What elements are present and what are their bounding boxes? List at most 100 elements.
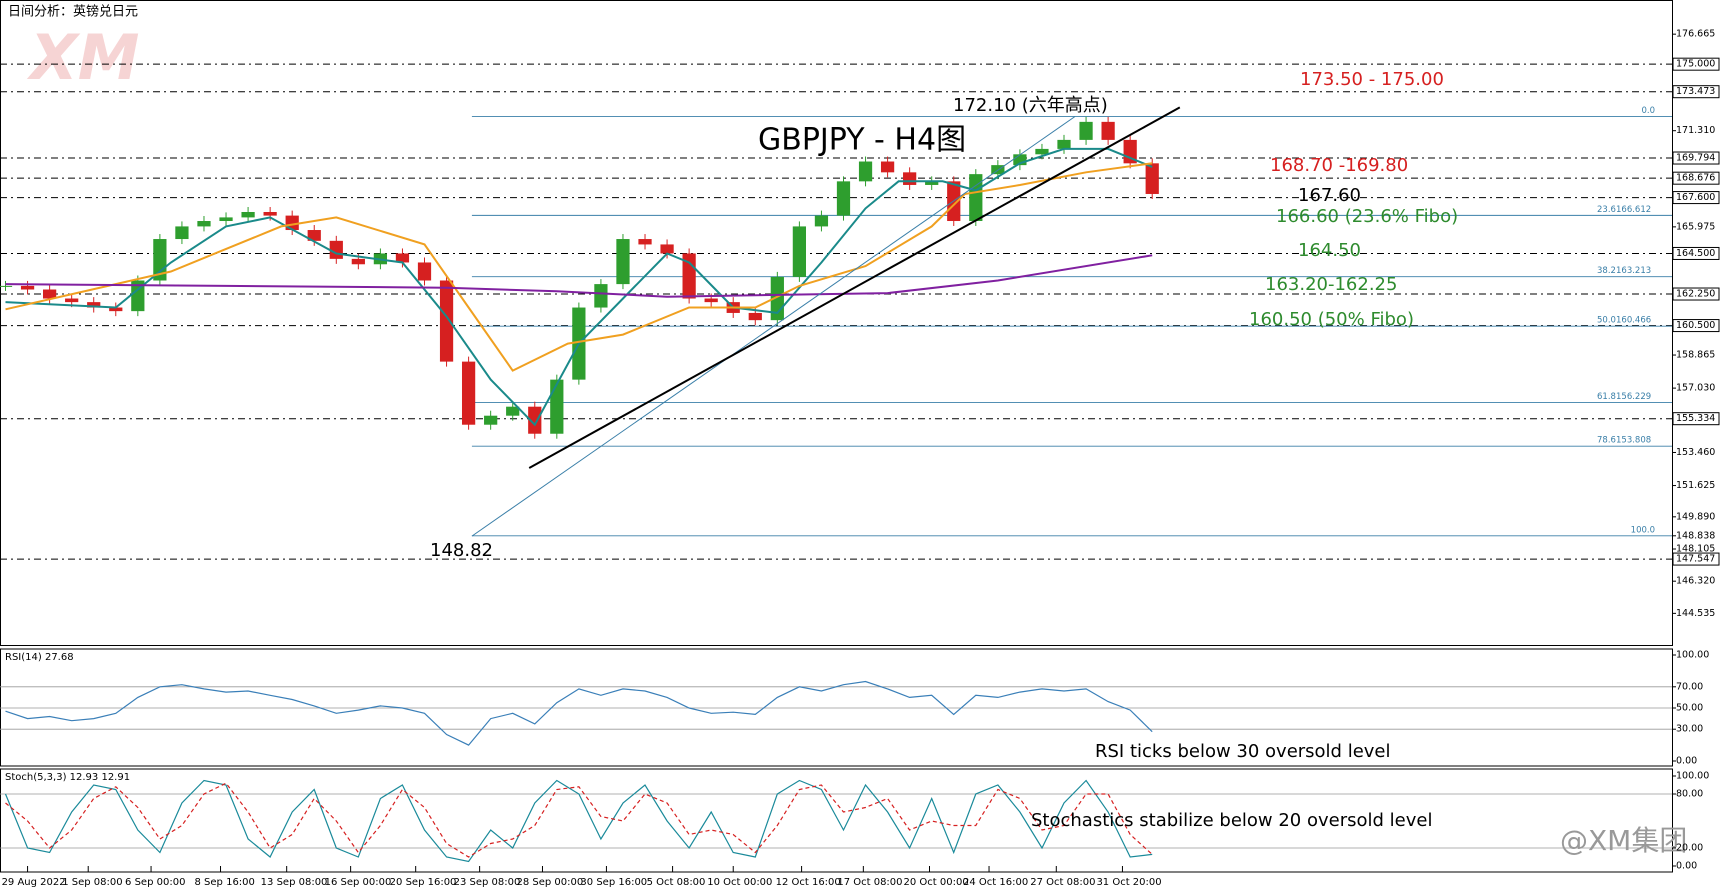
y-tick-label: 70.00 [1676, 681, 1703, 692]
x-tick-label: 13 Sep 08:00 [261, 877, 328, 888]
x-tick-label: 5 Oct 08:00 [647, 877, 706, 888]
annotation: 160.50 (50% Fibo) [1249, 309, 1414, 330]
y-tick-label: 169.794 [1676, 153, 1715, 164]
y-tick-label: 171.310 [1676, 125, 1715, 136]
candle [638, 239, 652, 245]
y-tick-label: 153.460 [1676, 447, 1715, 458]
candle [197, 221, 211, 227]
candle [484, 415, 498, 425]
level-box [1672, 85, 1720, 99]
annotation: 168.70 -169.80 [1270, 155, 1408, 176]
annotation: Stochastics stabilize below 20 oversold … [1031, 810, 1432, 831]
stoch-frame [0, 768, 1673, 873]
indicator-line [4, 779, 1153, 863]
y-tick-label: 162.250 [1676, 289, 1715, 300]
y-tick-label: 50.00 [1676, 703, 1703, 714]
fibo-price: 156.229 [1616, 392, 1651, 402]
indicator-line [5, 782, 1153, 858]
y-tick-label: 147.547 [1676, 554, 1715, 565]
fibo-ratio: 0.0 [1641, 106, 1655, 116]
y-tick-label: 165.975 [1676, 221, 1715, 232]
candle [65, 298, 79, 303]
y-tick-label: 0.00 [1676, 756, 1697, 767]
level-box [1672, 246, 1720, 260]
fib-line [471, 116, 1076, 537]
fibo-price: 153.808 [1616, 436, 1651, 446]
x-tick-label: 16 Sep 00:00 [325, 877, 392, 888]
candle [925, 181, 939, 185]
x-tick-label: 27 Oct 08:00 [1030, 877, 1095, 888]
y-tick-label: 0.00 [1676, 861, 1697, 872]
annotation: RSI ticks below 30 oversold level [1095, 741, 1391, 762]
level-box [1672, 57, 1720, 71]
candle [241, 211, 255, 218]
level-box [1672, 552, 1720, 566]
candle [43, 289, 57, 299]
fibo-ratio: 23.6 [1597, 205, 1616, 215]
annotation: 166.60 (23.6% Fibo) [1276, 206, 1458, 227]
y-tick-label: 160.500 [1676, 320, 1715, 331]
candle [307, 230, 321, 241]
y-tick-label: 158.865 [1676, 350, 1715, 361]
candle [461, 361, 476, 425]
y-tick-label: 167.600 [1676, 192, 1715, 203]
candle [969, 174, 983, 222]
candle [109, 307, 123, 312]
level-box [1672, 191, 1720, 205]
fibo-price: 163.213 [1616, 266, 1651, 276]
x-tick-label: 28 Sep 00:00 [516, 877, 583, 888]
level-box [1672, 151, 1720, 165]
level-box [1672, 319, 1720, 333]
y-tick-label: 20.00 [1676, 843, 1703, 854]
y-tick-label: 144.535 [1676, 608, 1715, 619]
x-tick-label: 20 Oct 00:00 [903, 877, 968, 888]
candle [417, 262, 432, 281]
panel-title: Stoch(5,3,3) 12.93 12.91 [5, 772, 130, 783]
logo: XM [26, 21, 140, 94]
y-tick-label: 149.890 [1676, 511, 1715, 522]
candle [903, 172, 917, 185]
moving-average [5, 254, 1153, 298]
y-tick-label: 100.00 [1676, 771, 1709, 782]
candle [131, 280, 145, 312]
candle [0, 285, 13, 287]
candle [704, 298, 718, 303]
fibo-ratio: 61.8 [1597, 392, 1616, 402]
annotation: 173.50 - 175.00 [1300, 69, 1444, 90]
candle [528, 406, 542, 434]
annotation: 172.10 (六年高点) [953, 95, 1108, 116]
level-box [1672, 287, 1720, 301]
candle [1035, 148, 1049, 155]
candle [594, 284, 608, 308]
y-tick-label: 164.500 [1676, 248, 1715, 259]
y-tick-label: 155.334 [1676, 413, 1715, 424]
y-tick-label: 168.676 [1676, 173, 1715, 184]
y-tick-label: 157.030 [1676, 383, 1715, 394]
candle [1079, 121, 1093, 140]
x-tick-label: 30 Sep 16:00 [580, 877, 647, 888]
x-tick-label: 23 Sep 08:00 [454, 877, 521, 888]
y-tick-label: 80.00 [1676, 789, 1703, 800]
x-tick-label: 8 Sep 16:00 [195, 877, 255, 888]
candle [836, 181, 851, 216]
y-tick-label: 148.105 [1676, 544, 1715, 555]
x-tick-label: 1 Sep 08:00 [62, 877, 122, 888]
candle [20, 285, 35, 290]
candle [1057, 139, 1071, 149]
x-tick-label: 31 Oct 20:00 [1096, 877, 1161, 888]
candle [285, 215, 299, 231]
indicator-line [5, 680, 1153, 746]
candle [792, 226, 807, 277]
y-tick-label: 151.625 [1676, 480, 1715, 491]
y-tick-label: 30.00 [1676, 724, 1703, 735]
y-tick-label: 148.838 [1676, 530, 1715, 541]
y-tick-label: 100.00 [1676, 650, 1709, 661]
trendline [528, 106, 1181, 469]
fibo-ratio: 38.2 [1597, 266, 1616, 276]
candle [263, 211, 277, 216]
y-tick-label: 173.473 [1676, 86, 1715, 97]
x-tick-label: 24 Oct 16:00 [963, 877, 1028, 888]
annotation: 164.50 [1298, 240, 1361, 261]
annotation: 148.82 [430, 540, 493, 561]
candle [219, 217, 233, 222]
